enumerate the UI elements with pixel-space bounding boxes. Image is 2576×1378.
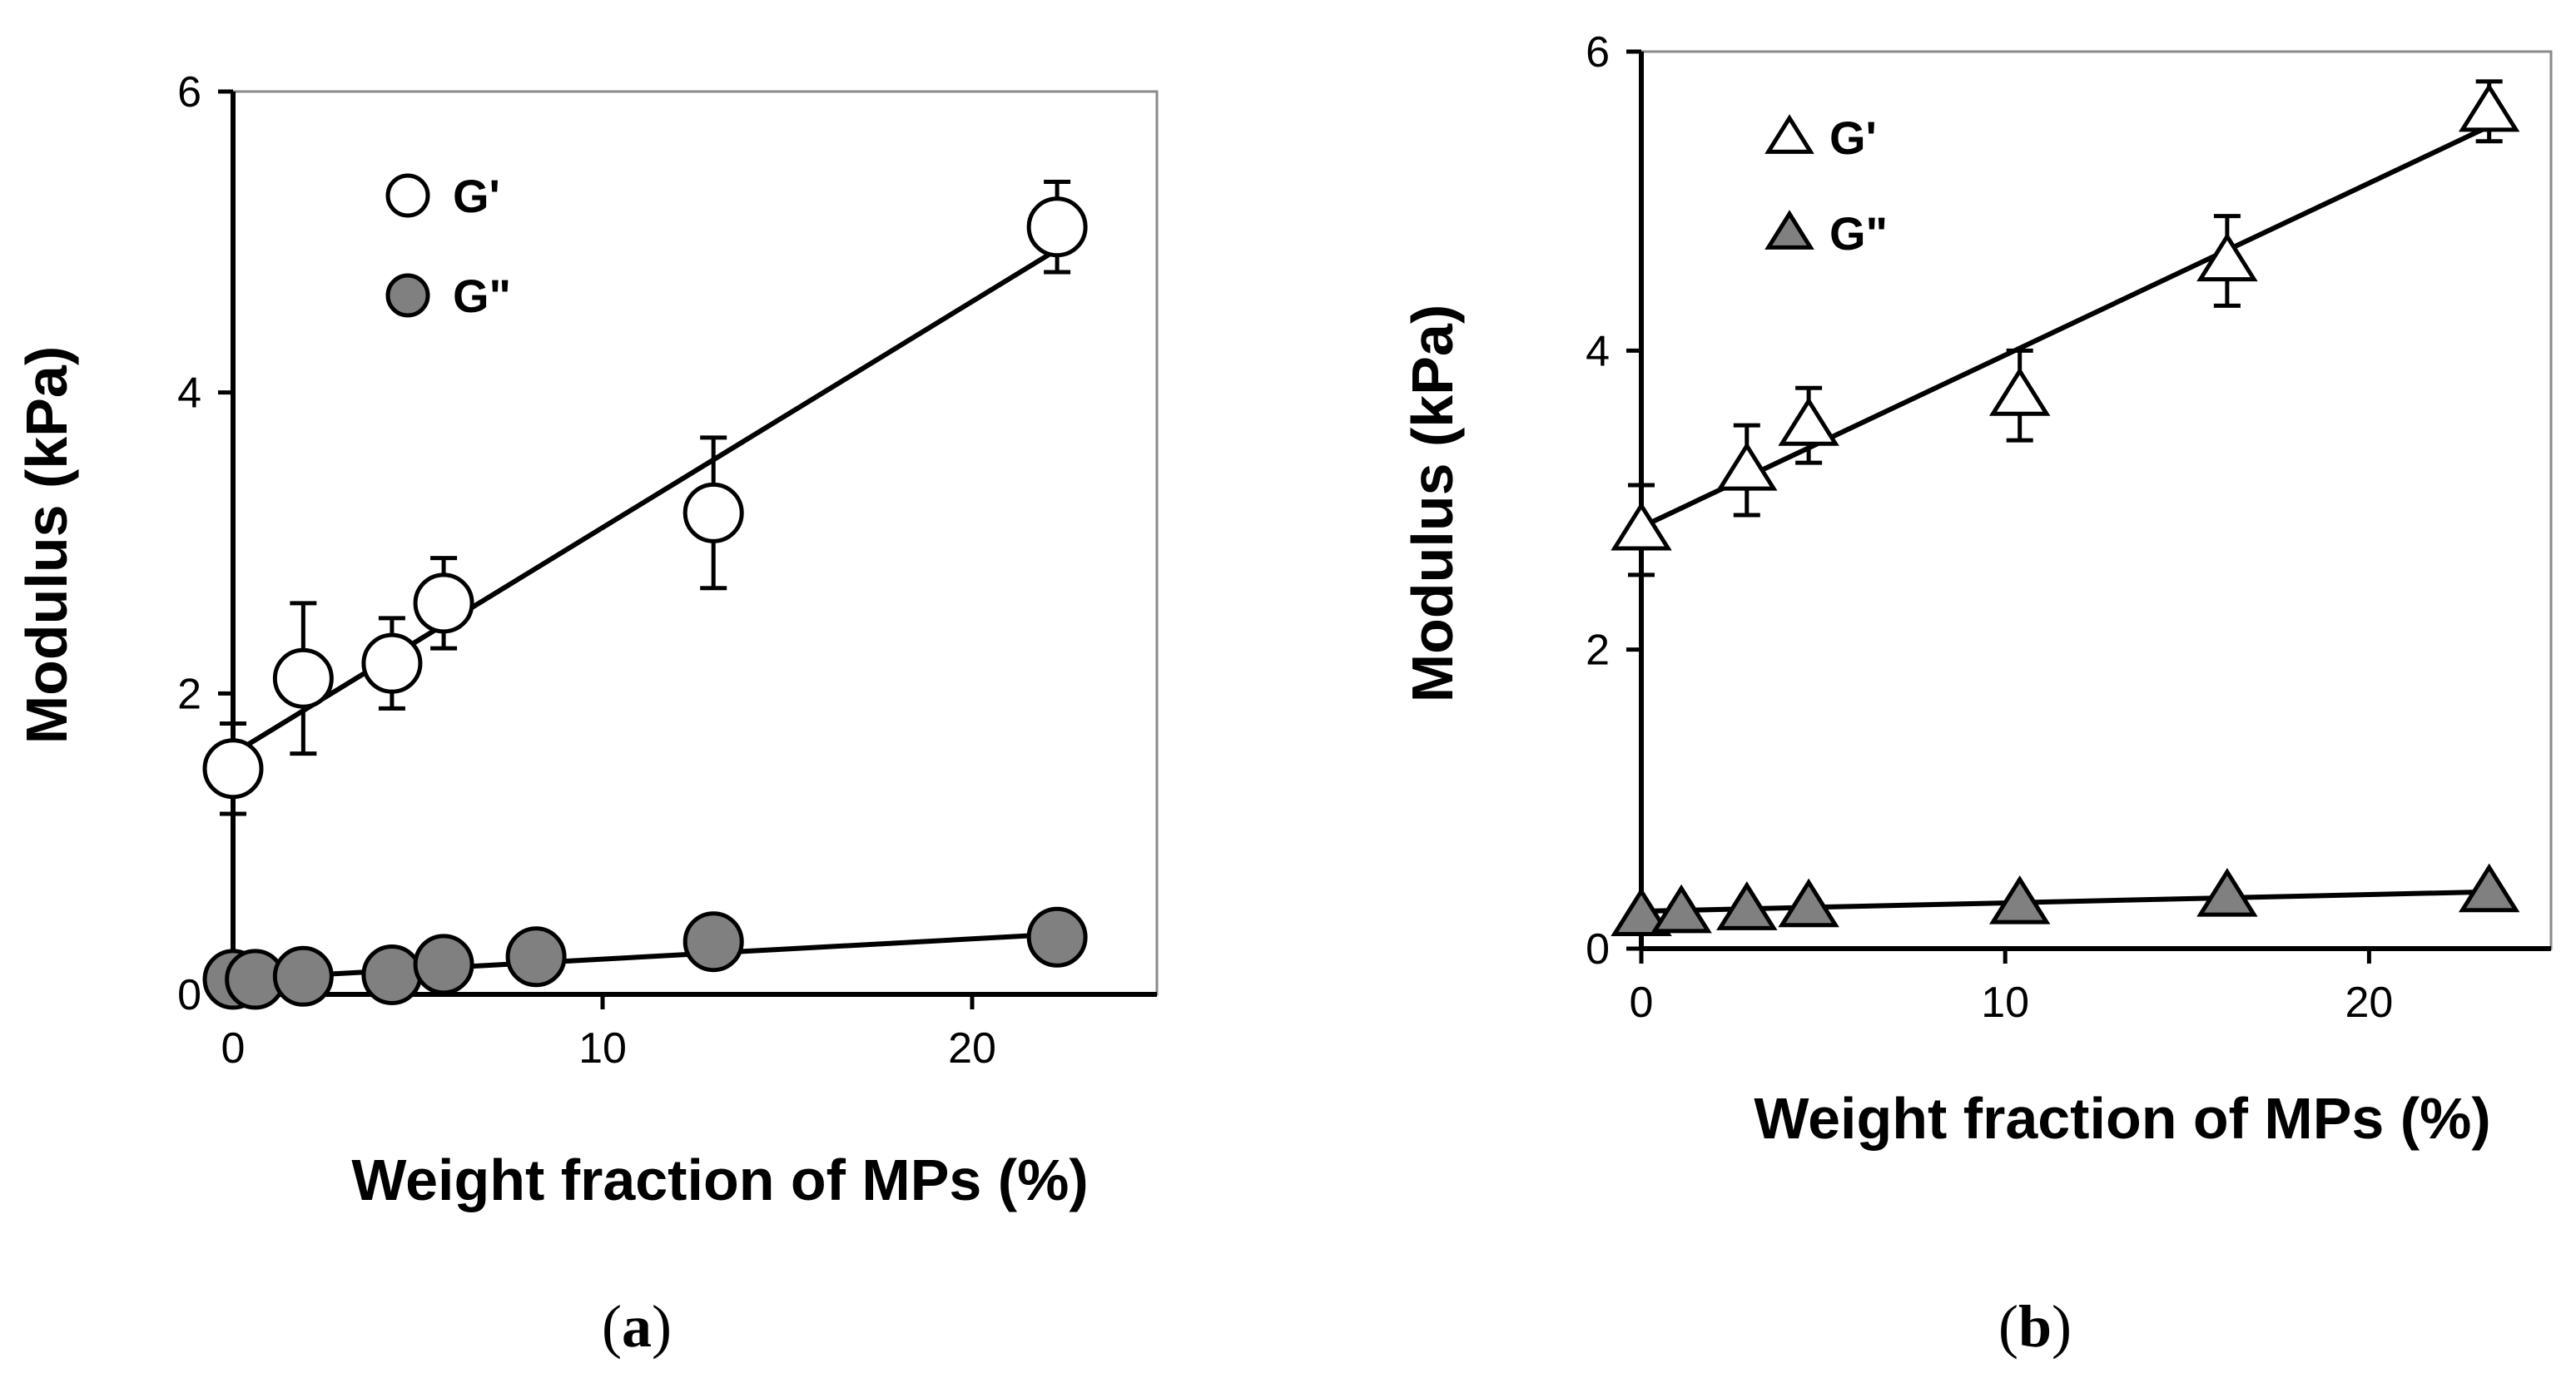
panel-b-y-tick-label: 6 [1586, 28, 1610, 77]
panel-b-series-g-double-prime [1611, 863, 2520, 937]
panel-b-series-g-double-prime-data-point [2458, 863, 2520, 913]
panel-b-y-tick-label: 2 [1586, 627, 1610, 675]
panel-b-series-g-double-prime-data-point [1988, 875, 2051, 924]
panel-a-series-g-double-prime-data-point [272, 945, 334, 1007]
panel-b-plot: 0 2 4 6 0 10 20 [1586, 28, 2553, 1027]
panel-a-series-g-double-prime-data-point [413, 934, 474, 995]
panel-a: Modulus (kPa) Weight fraction of MPs (%)… [14, 170, 1089, 1360]
panel-b-series-g-double-prime-data-point [2196, 868, 2258, 917]
panel-a-x-tick-label: 20 [948, 1024, 996, 1073]
panel-a-series-g-double-prime-data-point [682, 911, 744, 973]
panel-b-series-g-prime-data-point [1778, 397, 1839, 446]
panel-b-series-g-prime-data-point [1988, 367, 2051, 416]
panel-a-y-axis-title: Modulus (kPa) [14, 346, 79, 744]
panel-a-legend-label-g-prime: G' [453, 170, 500, 222]
panel-b-series-g-double-prime-data-point [1716, 881, 1778, 930]
panel-b-series-g-double-prime-fit-line [1640, 889, 2489, 915]
panel-a-series-g-prime [202, 180, 1088, 816]
panel-a-series-g-prime-data-point [202, 738, 264, 800]
panel-b-series-g-prime-fit-line [1640, 124, 2490, 530]
panel-a-series-g-double-prime-data-point [1026, 906, 1088, 968]
panel-a-legend-label-g-double-prime: G" [453, 270, 511, 322]
panel-b-series-g-prime-data-point [1611, 501, 1672, 551]
panel-b-legend-label-g-prime: G' [1829, 112, 1877, 164]
panel-b-legend-marker-g-double-prime [1764, 210, 1814, 250]
panel-a-legend-marker-g-prime [385, 173, 430, 218]
panel-a-plot-frame [231, 90, 1159, 996]
panel-b-series-g-prime-data-point [1716, 441, 1778, 491]
panel-b-series-g-double-prime-data-point [1778, 878, 1839, 928]
panel-a-plot: 0 2 4 6 0 10 20 [177, 68, 1159, 1073]
panel-b-legend-label-g-double-prime: G" [1829, 207, 1888, 260]
panel-a-y-tick-label: 6 [177, 68, 201, 116]
panel-a-label: (a) [602, 1293, 672, 1360]
panel-a-series-g-prime-data-point [272, 647, 334, 709]
panel-b-y-tick-label: 0 [1586, 925, 1610, 974]
panel-a-x-tick-label: 10 [578, 1024, 627, 1073]
panel-b-label: (b) [1998, 1293, 2072, 1360]
panel-a-x-tick-label: 0 [221, 1024, 246, 1073]
panel-b-x-axis-title: Weight fraction of MPs (%) [1754, 1086, 2490, 1151]
panel-b-x-tick-label: 20 [2345, 979, 2393, 1027]
panel-b-series-g-double-prime-data-point [1611, 887, 1672, 937]
panel-b-series-g-prime-data-point [2196, 232, 2258, 282]
panel-b-plot-frame [1640, 50, 2553, 950]
panel-a-series-g-prime-data-point [413, 573, 474, 634]
panel-a-series-g-double-prime [202, 906, 1088, 1010]
panel-a-y-tick-label: 2 [177, 670, 201, 718]
panel-a-series-g-prime-data-point [682, 482, 744, 543]
plot-layer: 0 2 4 6 0 10 20 0 2 4 6 0 10 20 [177, 28, 2553, 1073]
panel-a-series-g-prime-data-point [1026, 196, 1088, 258]
panel-a-y-tick-label: 4 [177, 369, 201, 418]
panel-a-legend-marker-g-double-prime [385, 273, 430, 318]
panel-b-legend-marker-g-prime [1764, 114, 1814, 154]
panel-b: Modulus (kPa) Weight fraction of MPs (%)… [1400, 112, 2491, 1360]
panel-b-series-g-prime-data-point [2458, 82, 2520, 132]
panel-a-series-g-double-prime-data-point [361, 944, 423, 1005]
panel-a-series-g-double-prime-fit-line [232, 931, 1058, 982]
panel-b-y-tick-label: 4 [1586, 327, 1610, 375]
panel-a-series-g-prime-fit-line [231, 247, 1059, 756]
panel-a-y-tick-label: 0 [177, 971, 201, 1019]
panel-b-y-axis-title: Modulus (kPa) [1400, 305, 1465, 702]
panel-b-series-g-prime [1611, 79, 2520, 577]
panel-a-series-g-double-prime-data-point [505, 926, 567, 988]
panel-b-x-tick-label: 0 [1630, 979, 1654, 1027]
panel-a-series-g-prime-data-point [361, 632, 423, 694]
panel-b-label-letter: b [2018, 1293, 2052, 1360]
panel-b-x-tick-label: 10 [1981, 979, 2029, 1027]
panel-a-label-letter: a [622, 1293, 652, 1360]
panel-b-series-g-double-prime-data-point [1650, 884, 1712, 934]
panel-a-x-axis-title: Weight fraction of MPs (%) [351, 1148, 1088, 1212]
